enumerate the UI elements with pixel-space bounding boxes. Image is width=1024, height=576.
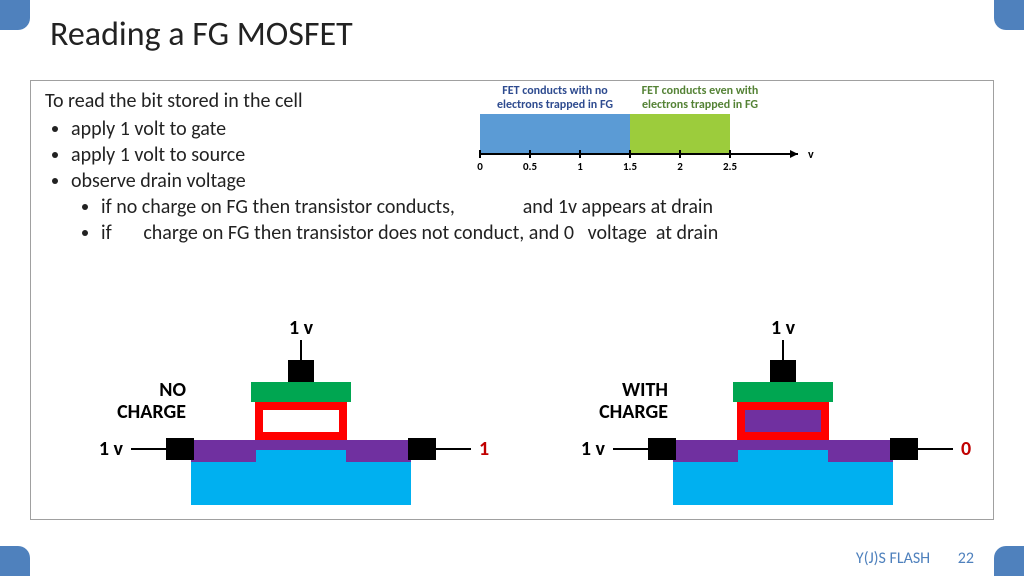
page-number: 22 [958, 549, 974, 568]
svg-text:CHARGE: CHARGE [117, 400, 186, 424]
svg-text:CHARGE: CHARGE [599, 400, 668, 424]
svg-text:FET conducts with no: FET conducts with no [502, 84, 608, 98]
svg-text:1 v: 1 v [289, 316, 314, 340]
svg-text:1: 1 [577, 160, 583, 173]
sub-bullet-item: if charge on FG then transistor does not… [101, 221, 979, 245]
svg-text:0.5: 0.5 [523, 160, 538, 173]
svg-text:1 v: 1 v [771, 316, 796, 340]
svg-text:electrons trapped in FG: electrons trapped in FG [642, 98, 758, 112]
svg-text:1 v: 1 v [99, 437, 124, 461]
threshold-chart: 00.511.522.5vFET conducts with noelectro… [470, 84, 830, 179]
mosfet-with-charge: 1 v 1 v 0 v WITHCHARGE [533, 310, 973, 520]
mosfet-row: 1 v1 v1 vNOCHARGE 1 v1 v0 vWITHCHARGE [30, 310, 994, 520]
svg-text:2.5: 2.5 [723, 160, 738, 173]
footer-source: Y(J)S FLASH [856, 549, 930, 568]
sub-bullet-item: if no charge on FG then transistor condu… [101, 195, 979, 219]
sub-bullet-list: if no charge on FG then transistor condu… [71, 195, 979, 245]
svg-text:1 v: 1 v [581, 437, 606, 461]
mosfet-no-charge: 1 v 1 v 1 v NOCHARGE [51, 310, 491, 520]
svg-text:0: 0 [477, 160, 483, 173]
footer: Y(J)S FLASH 22 [856, 549, 974, 568]
svg-text:FET conducts even with: FET conducts even with [642, 84, 759, 98]
corner-decor [0, 0, 30, 30]
svg-text:1 v: 1 v [479, 437, 491, 461]
svg-text:0 v: 0 v [961, 437, 973, 461]
svg-text:1.5: 1.5 [623, 160, 638, 173]
svg-text:NO: NO [159, 378, 186, 402]
corner-decor [994, 0, 1024, 30]
corner-decor [0, 546, 30, 576]
svg-text:electrons trapped in FG: electrons trapped in FG [497, 98, 613, 112]
svg-text:2: 2 [677, 160, 683, 173]
svg-text:WITH: WITH [622, 378, 668, 402]
svg-text:v: v [808, 148, 814, 162]
corner-decor [994, 546, 1024, 576]
slide-title: Reading a FG MOSFET [50, 14, 353, 55]
